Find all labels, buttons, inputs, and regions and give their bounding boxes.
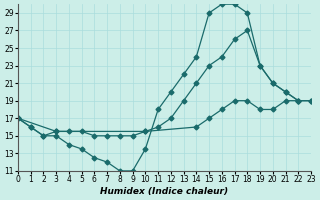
X-axis label: Humidex (Indice chaleur): Humidex (Indice chaleur) <box>100 187 228 196</box>
